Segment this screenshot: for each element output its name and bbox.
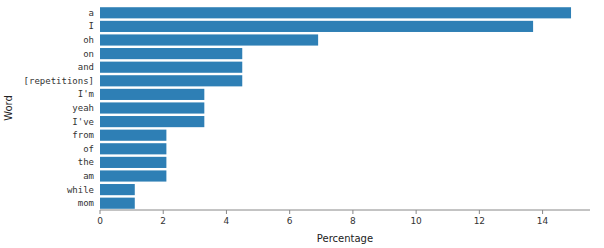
- bar: [100, 157, 166, 168]
- y-tick-label: and: [78, 62, 94, 72]
- bar: [100, 116, 204, 127]
- y-tick-label: yeah: [72, 103, 94, 113]
- bars: [100, 7, 571, 209]
- bar: [100, 198, 135, 209]
- x-axis-line: [100, 210, 590, 211]
- y-tick-label: while: [67, 185, 94, 195]
- x-tick: [479, 210, 480, 214]
- x-tick-label: 0: [97, 216, 103, 226]
- bar: [100, 34, 318, 45]
- y-tick-label: mom: [78, 198, 94, 208]
- x-tick: [542, 210, 543, 214]
- bar: [100, 130, 166, 141]
- x-tick: [416, 210, 417, 214]
- x-ticks: 0 2 4 6 8 10 12 14: [97, 210, 548, 226]
- bar: [100, 62, 242, 73]
- bar: [100, 184, 135, 195]
- x-tick: [100, 210, 101, 214]
- x-tick: [352, 210, 353, 214]
- y-tick-label: I: [89, 21, 94, 31]
- y-tick-label: I'm: [78, 89, 94, 99]
- bar: [100, 170, 166, 181]
- x-tick-label: 14: [537, 216, 549, 226]
- x-tick: [226, 210, 227, 214]
- x-tick-label: 4: [224, 216, 230, 226]
- y-tick-label: the: [78, 157, 94, 167]
- bar: [100, 7, 571, 18]
- x-tick-label: 6: [287, 216, 293, 226]
- x-tick: [289, 210, 290, 214]
- y-tick-label: [repetitions]: [24, 76, 94, 86]
- x-tick-label: 8: [350, 216, 356, 226]
- x-tick-label: 12: [474, 216, 485, 226]
- bar: [100, 21, 533, 32]
- y-tick-label: a: [89, 8, 94, 18]
- page: {"chart_data": {"type": "bar", "orientat…: [0, 0, 604, 248]
- y-tick-label: of: [83, 144, 94, 154]
- x-tick-label: 10: [410, 216, 422, 226]
- y-tick-label: am: [83, 171, 94, 181]
- bar: [100, 75, 242, 86]
- x-tick: [163, 210, 164, 214]
- bar: [100, 102, 204, 113]
- y-tick-label: oh: [83, 35, 94, 45]
- y-tick-label: on: [83, 49, 94, 59]
- x-tick-label: 2: [160, 216, 166, 226]
- y-tick-label: from: [72, 130, 94, 140]
- x-axis-label: Percentage: [317, 233, 373, 244]
- y-ticks: aIoh on and [repetitions] I'm yeah I've from of t…: [24, 8, 94, 208]
- bar: [100, 48, 242, 59]
- y-axis-label: Word: [3, 95, 14, 121]
- bar: [100, 89, 204, 100]
- y-tick-label: I've: [72, 117, 94, 127]
- chart: 0 2 4 6 8 10 12 14 aIoh on and [repetitions] I'm yeah…: [0, 0, 604, 248]
- bar: [100, 143, 166, 154]
